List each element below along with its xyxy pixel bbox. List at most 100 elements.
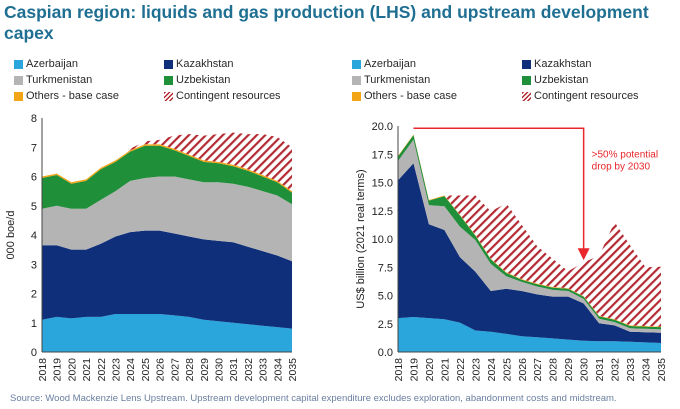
y-tick-label: 8 bbox=[31, 113, 37, 125]
x-tick-label: 2030 bbox=[579, 358, 591, 382]
legend-label: Contingent resources bbox=[176, 90, 281, 102]
x-tick-label: 2022 bbox=[96, 358, 108, 382]
x-tick-label: 2027 bbox=[532, 358, 544, 382]
azerbaijan-swatch-icon bbox=[14, 59, 23, 69]
legend-item-contingent: Contingent resources bbox=[164, 90, 281, 102]
x-tick-label: 2018 bbox=[37, 358, 49, 382]
y-tick-label: 20.0 bbox=[372, 121, 393, 133]
y-tick-label: 10.0 bbox=[372, 234, 393, 246]
legend-item-turkmenistan: Turkmenistan bbox=[352, 74, 430, 86]
y-tick-label: 15.0 bbox=[372, 178, 393, 190]
area-series-others-base-case bbox=[42, 144, 292, 193]
legend-label: Kazakhstan bbox=[534, 58, 592, 70]
legend-item-azerbaijan: Azerbaijan bbox=[352, 58, 416, 70]
turkmenistan-swatch-icon bbox=[14, 75, 23, 85]
legend-item-uzbekistan: Uzbekistan bbox=[164, 74, 230, 86]
y-tick-label: 17.5 bbox=[372, 149, 393, 161]
area-series-turkmenistan bbox=[398, 139, 661, 333]
x-tick-label: 2018 bbox=[393, 358, 405, 382]
x-tick-label: 2034 bbox=[272, 358, 284, 382]
x-tick-label: 2022 bbox=[455, 358, 467, 382]
x-tick-label: 2024 bbox=[486, 358, 498, 382]
x-tick-label: 2020 bbox=[424, 358, 436, 382]
page-title: Caspian region: liquids and gas producti… bbox=[4, 2, 649, 43]
area-series-uzbekistan bbox=[42, 145, 292, 209]
x-tick-label: 2021 bbox=[81, 358, 93, 382]
uzbekistan-swatch-icon bbox=[164, 75, 173, 85]
x-tick-label: 2029 bbox=[199, 358, 211, 382]
x-tick-label: 2019 bbox=[408, 358, 420, 382]
x-tick-label: 2020 bbox=[66, 358, 78, 382]
x-tick-label: 2024 bbox=[125, 358, 137, 382]
kazakhstan-swatch-icon bbox=[164, 59, 173, 69]
x-tick-label: 2025 bbox=[140, 358, 152, 382]
legend-label: Uzbekistan bbox=[534, 74, 589, 86]
x-tick-label: 2032 bbox=[610, 358, 622, 382]
y-tick-label: 12.5 bbox=[372, 206, 393, 218]
area-series-contingent-resources bbox=[42, 132, 292, 192]
legend-label: Turkmenistan bbox=[364, 74, 431, 86]
x-tick-label: 2031 bbox=[228, 358, 240, 382]
y-tick-label: 0 bbox=[31, 347, 37, 359]
annotation-text: drop by 2030 bbox=[592, 162, 651, 173]
x-tick-label: 2034 bbox=[641, 358, 653, 382]
legend-item-contingent: Contingent resources bbox=[522, 90, 639, 102]
others-swatch-icon bbox=[352, 91, 361, 101]
legend-label: Contingent resources bbox=[534, 90, 639, 102]
legend-item-kazakhstan: Kazakhstan bbox=[164, 58, 233, 70]
x-tick-label: 2028 bbox=[184, 358, 196, 382]
legend-label: Kazakhstan bbox=[176, 58, 234, 70]
turkmenistan-swatch-icon bbox=[352, 75, 361, 85]
legend-right: Azerbaijan Kazakhstan Turkmenistan Uzbek… bbox=[352, 58, 672, 108]
y-tick-label: 2.5 bbox=[378, 319, 393, 331]
x-tick-label: 2021 bbox=[439, 358, 451, 382]
others-swatch-icon bbox=[14, 91, 23, 101]
x-tick-label: 2026 bbox=[517, 358, 529, 382]
area-series-kazakhstan bbox=[398, 163, 661, 343]
source-note: Source: Wood Mackenzie Lens Upstream. Up… bbox=[10, 393, 617, 404]
x-tick-label: 2026 bbox=[155, 358, 167, 382]
x-tick-label: 2027 bbox=[169, 358, 181, 382]
x-tick-label: 2035 bbox=[287, 358, 299, 382]
y-tick-label: 7.5 bbox=[378, 262, 393, 274]
y-tick-label: 4 bbox=[31, 230, 37, 242]
legend-left: Azerbaijan Kazakhstan Turkmenistan Uzbek… bbox=[14, 58, 314, 108]
x-tick-label: 2019 bbox=[52, 358, 64, 382]
x-tick-label: 2029 bbox=[563, 358, 575, 382]
capex-chart: 0.0 2.5 5.0 7.5 10.0 12.5 15.0 17.5 20.0 2018 2019… bbox=[355, 121, 668, 381]
legend-item-others: Others - base case bbox=[14, 90, 119, 102]
x-tick-label: 2028 bbox=[548, 358, 560, 382]
y-tick-label: 6 bbox=[31, 172, 37, 184]
y-tick-label: 7 bbox=[31, 142, 37, 154]
legend-label: Uzbekistan bbox=[176, 74, 231, 86]
area-series-azerbaijan bbox=[398, 317, 661, 352]
area-series-kazakhstan bbox=[42, 230, 292, 329]
x-tick-label: 2035 bbox=[656, 358, 668, 382]
x-tick-label: 2030 bbox=[213, 358, 225, 382]
legend-label: Azerbaijan bbox=[364, 58, 416, 70]
annotation-text: >50% potential bbox=[592, 150, 658, 161]
legend-item-others: Others - base case bbox=[352, 90, 457, 102]
kazakhstan-swatch-icon bbox=[522, 59, 531, 69]
azerbaijan-swatch-icon bbox=[352, 59, 361, 69]
legend-label: Azerbaijan bbox=[26, 58, 78, 70]
legend-item-kazakhstan: Kazakhstan bbox=[522, 58, 591, 70]
legend-item-azerbaijan: Azerbaijan bbox=[14, 58, 78, 70]
x-tick-label: 2033 bbox=[625, 358, 637, 382]
y-tick-label: 5 bbox=[31, 201, 37, 213]
y-axis-label: 000 boe/d bbox=[5, 211, 17, 260]
legend-item-turkmenistan: Turkmenistan bbox=[14, 74, 92, 86]
x-tick-label: 2025 bbox=[501, 358, 513, 382]
contingent-hatched-swatch-icon bbox=[522, 91, 531, 101]
x-tick-label: 2033 bbox=[258, 358, 270, 382]
area-series-turkmenistan bbox=[42, 176, 292, 262]
legend-label: Turkmenistan bbox=[26, 74, 93, 86]
y-tick-label: 2 bbox=[31, 289, 37, 301]
x-tick-label: 2023 bbox=[470, 358, 482, 382]
y-axis-label: US$ billion (2021 real terms) bbox=[355, 169, 367, 308]
y-tick-label: 1 bbox=[31, 318, 37, 330]
area-series-azerbaijan bbox=[42, 314, 292, 352]
legend-item-uzbekistan: Uzbekistan bbox=[522, 74, 588, 86]
